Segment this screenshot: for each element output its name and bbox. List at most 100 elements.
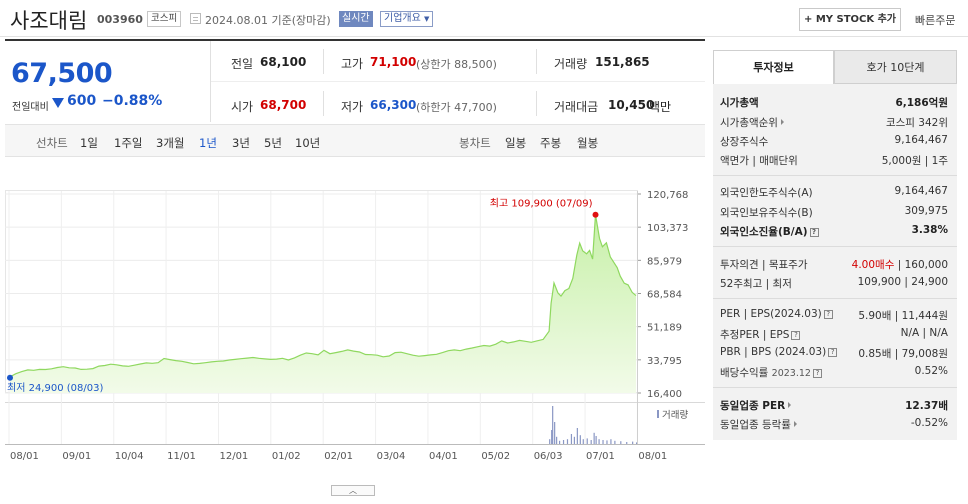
volume-bar <box>551 430 553 444</box>
help-icon[interactable]: ? <box>809 228 819 237</box>
ind-rate-label[interactable]: 동일업종 등락률 <box>720 417 797 432</box>
target-price: | 160,000 <box>897 259 948 271</box>
open-label: 시가 <box>231 100 254 114</box>
volume-bar <box>614 440 616 444</box>
x-tick-label: 11/01 <box>167 451 196 462</box>
pbr-label-text: PBR | BPS (2024.03) <box>720 346 827 358</box>
y-tick-label: 103,373 <box>647 223 688 234</box>
info-row[interactable]: 동일업종 PER 12.37배 <box>720 398 948 414</box>
period-3m[interactable]: 3개월 <box>156 136 185 150</box>
chevron-up-icon: ︿ <box>349 486 357 495</box>
company-name: 사조대림 <box>10 9 88 33</box>
my-stock-add-button[interactable]: + MY STOCK 추가 <box>799 8 901 31</box>
est-per-label: 추정PER | EPS? <box>720 327 801 342</box>
change-label: 전일대비 <box>12 102 49 113</box>
x-tick-label: 10/04 <box>115 451 144 462</box>
high-label: 최고 109,900 (07/09) <box>490 198 593 210</box>
period-3y[interactable]: 3년 <box>232 136 250 150</box>
div-label-text: 배당수익률 <box>720 367 769 379</box>
volume-bar <box>570 434 573 444</box>
tab-invest-info[interactable]: 투자정보 <box>713 50 834 84</box>
high-marker <box>592 211 599 218</box>
help-icon[interactable]: ? <box>812 369 822 378</box>
divider <box>210 41 211 122</box>
x-tick-label: 02/01 <box>324 451 353 462</box>
ind-rate-label-text: 동일업종 등락률 <box>720 419 791 431</box>
corp-info-label: 기업개요 <box>384 13 421 24</box>
ind-per-label-text: 동일업종 PER <box>720 400 786 412</box>
w52-label: 52주최고 | 최저 <box>720 278 792 290</box>
price-area <box>10 214 636 393</box>
section-divider <box>713 246 957 247</box>
volume-bar <box>552 406 554 444</box>
info-row: 추정PER | EPS? N/A | N/A <box>720 327 948 343</box>
volume-bar <box>626 442 628 444</box>
volume-bar <box>602 440 604 444</box>
per-value: 5.90배 | 11,444원 <box>858 310 948 322</box>
realtime-button[interactable]: 실시간 <box>339 11 373 27</box>
chevron-down-icon: ▼ <box>424 15 430 23</box>
y-tick-label: 51,189 <box>647 323 682 334</box>
change-value: 600 <box>67 93 97 109</box>
date-basis: 2024.08.01 기준(장마감) <box>205 12 331 28</box>
volume-label: 거래량 <box>662 409 688 421</box>
mcap-rank-label-text: 시가총액순위 <box>720 117 778 129</box>
foreign-rate-label-text: 외국인소진율(B/A) <box>720 226 808 238</box>
per-label: PER | EPS(2024.03)? <box>720 308 833 320</box>
pbr-value: 0.85배 | 79,008원 <box>858 348 948 360</box>
per-label-text: PER | EPS(2024.03) <box>720 308 822 320</box>
tab-hoga[interactable]: 호가 10단계 <box>834 50 957 84</box>
est-per-label-text: 추정PER | EPS <box>720 329 790 341</box>
info-row[interactable]: 시가총액순위 코스피 342위 <box>720 115 948 131</box>
y-tick-label: 120,768 <box>647 190 688 201</box>
help-icon[interactable]: ? <box>828 348 838 357</box>
candle-daily[interactable]: 일봉 <box>505 136 527 150</box>
y-tick-label: 68,584 <box>647 290 682 301</box>
caret-right-icon <box>788 402 792 408</box>
prev-close-label: 전일 <box>231 57 254 71</box>
upper-limit: (상한가 88,500) <box>416 58 497 71</box>
info-row: PBR | BPS (2024.03)? 0.85배 | 79,008원 <box>720 346 948 362</box>
y-tick-label: 16,400 <box>647 389 682 400</box>
mcap-rank-label[interactable]: 시가총액순위 <box>720 115 784 130</box>
prev-close-value: 68,100 <box>260 55 307 69</box>
fast-order-link[interactable]: 빠른주문 <box>915 14 956 27</box>
high-label: 고가 <box>341 57 364 71</box>
corp-info-dropdown[interactable]: 기업개요 ▼ <box>380 11 434 27</box>
x-tick-label: 06/03 <box>534 451 563 462</box>
foreign-limit-label: 외국인한도주식수(A) <box>720 187 813 199</box>
candle-weekly[interactable]: 주봉 <box>540 136 562 150</box>
volume-value: 151,865 <box>595 55 650 69</box>
volume-label: 거래량 <box>554 57 588 71</box>
candle-monthly[interactable]: 월봉 <box>577 136 599 150</box>
mcap-label: 시가총액 <box>720 97 759 109</box>
divider <box>536 49 537 74</box>
foreign-limit-value: 9,164,467 <box>894 185 948 197</box>
x-tick-label: 09/01 <box>62 451 91 462</box>
price-chart-svg: 최고 109,900 (07/09)최저 24,900 (08/03) 거래량 … <box>5 190 705 462</box>
volume-bar <box>593 432 595 444</box>
period-1y[interactable]: 1년 <box>199 136 217 150</box>
info-row: 액면가 | 매매단위 5,000원 | 1주 <box>720 153 948 169</box>
info-row: 외국인소진율(B/A)? 3.38% <box>720 224 948 240</box>
period-10y[interactable]: 10년 <box>295 136 321 150</box>
mcap-rank-value: 코스피 342위 <box>885 117 948 129</box>
caret-right-icon <box>793 421 797 427</box>
collapse-chart-button[interactable]: ︿ <box>331 485 375 496</box>
info-row[interactable]: 동일업종 등락률 -0.52% <box>720 417 948 433</box>
help-icon[interactable]: ? <box>823 310 833 319</box>
period-1d[interactable]: 1일 <box>80 136 98 150</box>
section-divider <box>713 387 957 388</box>
volume-bar <box>586 438 588 444</box>
x-tick-label: 07/01 <box>586 451 615 462</box>
help-icon[interactable]: ? <box>791 331 801 340</box>
low-label: 저가 <box>341 100 364 114</box>
low-value: 66,300 <box>370 98 417 112</box>
period-5y[interactable]: 5년 <box>264 136 282 150</box>
ind-per-label[interactable]: 동일업종 PER <box>720 398 792 413</box>
opinion-rating: 4.00매수 <box>851 259 895 271</box>
w52-value: 109,900 | 24,900 <box>857 276 948 288</box>
high-value: 71,100 <box>370 55 417 69</box>
down-arrow-icon <box>52 98 64 108</box>
period-1w[interactable]: 1주일 <box>114 136 143 150</box>
